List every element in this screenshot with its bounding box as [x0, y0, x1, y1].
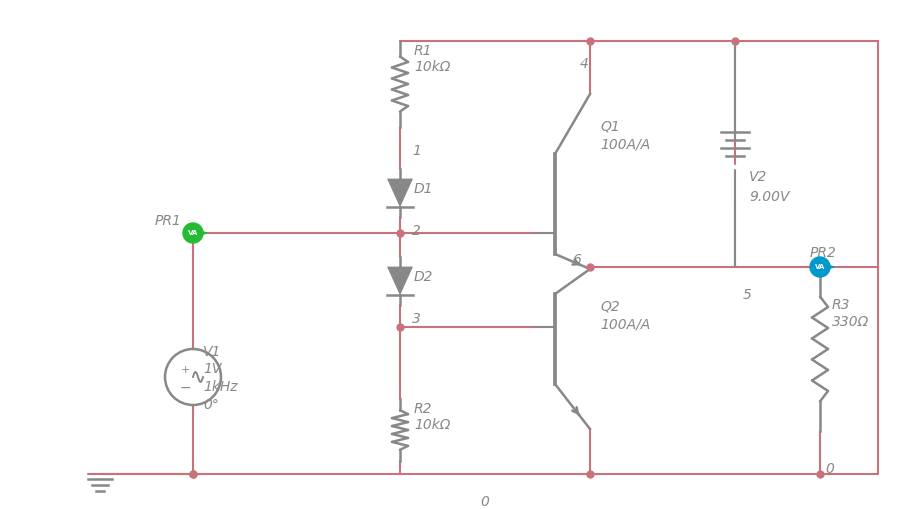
Text: 4: 4	[580, 57, 589, 71]
Text: +: +	[180, 364, 190, 374]
Text: R2: R2	[414, 401, 433, 415]
Text: 1V: 1V	[203, 361, 221, 375]
Text: 10kΩ: 10kΩ	[414, 60, 450, 74]
Text: PR1: PR1	[155, 214, 182, 228]
Text: V1: V1	[203, 344, 221, 358]
Text: VA: VA	[815, 264, 825, 269]
Text: 5: 5	[743, 288, 752, 301]
Polygon shape	[387, 267, 413, 296]
Text: 1: 1	[412, 144, 421, 158]
Text: PR2: PR2	[810, 245, 837, 260]
Text: 2: 2	[412, 223, 421, 238]
Text: R3: R3	[832, 297, 851, 312]
Polygon shape	[387, 179, 413, 208]
Text: D2: D2	[414, 269, 434, 284]
Text: 0: 0	[480, 494, 488, 508]
Text: R1: R1	[414, 44, 433, 58]
Circle shape	[183, 223, 203, 243]
Text: 1kHz: 1kHz	[203, 379, 237, 393]
Text: 0: 0	[825, 461, 834, 475]
Text: D1: D1	[414, 182, 434, 195]
Text: 100A/A: 100A/A	[600, 137, 650, 151]
Text: 100A/A: 100A/A	[600, 317, 650, 330]
Text: Q1: Q1	[600, 120, 620, 134]
Text: Q2: Q2	[600, 299, 620, 314]
Text: 10kΩ: 10kΩ	[414, 417, 450, 431]
Text: VA: VA	[188, 230, 198, 236]
Text: 3: 3	[412, 312, 421, 325]
Text: 9.00V: 9.00V	[749, 190, 790, 204]
Text: 6: 6	[572, 252, 581, 267]
Circle shape	[810, 258, 830, 277]
Text: V2: V2	[749, 169, 767, 184]
Text: 0°: 0°	[203, 397, 219, 411]
Text: −: −	[179, 380, 191, 394]
Text: 330Ω: 330Ω	[832, 315, 869, 328]
